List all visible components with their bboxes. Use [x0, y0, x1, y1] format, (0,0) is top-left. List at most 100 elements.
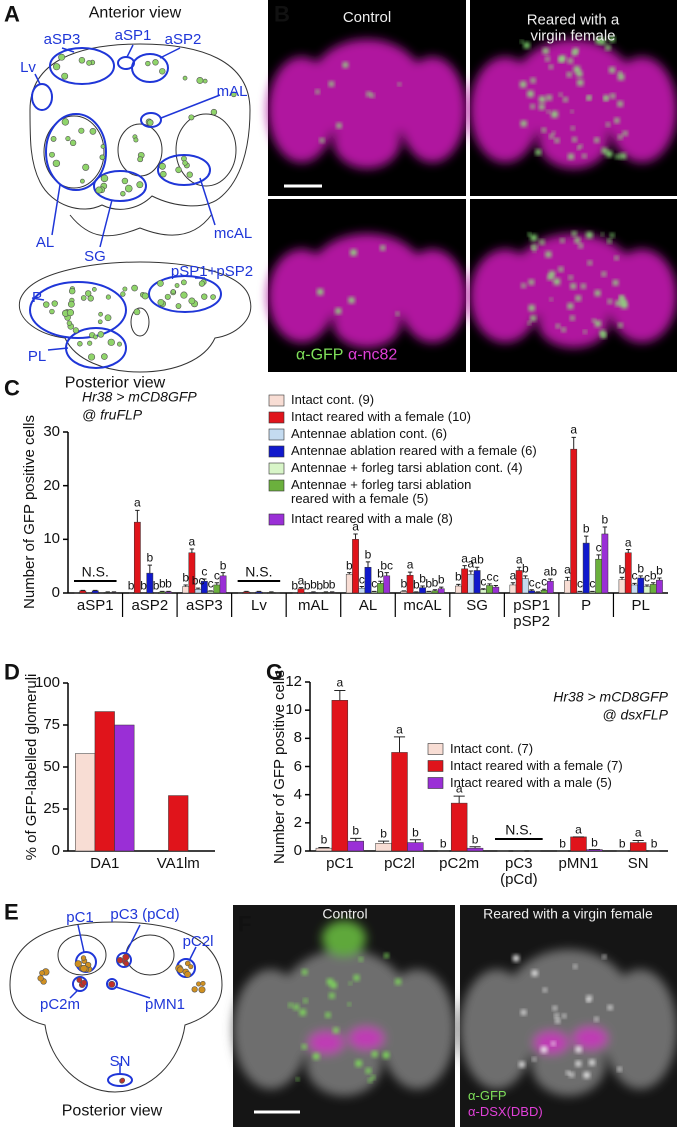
cell-dot — [95, 186, 103, 194]
bar — [631, 584, 638, 594]
image-blob — [572, 1027, 608, 1050]
cell-dot — [180, 291, 188, 299]
significance-letter: a — [461, 551, 468, 566]
bar — [589, 591, 596, 594]
bar — [534, 592, 542, 594]
legend-swatch — [268, 394, 285, 407]
significance-letter: b — [158, 576, 166, 591]
region-label: Lv — [20, 59, 36, 77]
image-dot — [578, 243, 584, 249]
significance-letter: b — [303, 578, 311, 593]
significance-letter: a — [188, 534, 196, 549]
cell-dot — [159, 68, 166, 75]
bar — [400, 591, 408, 594]
image-dot — [580, 283, 586, 289]
cell-dot — [122, 286, 128, 292]
cell-dot — [182, 160, 188, 166]
bar — [509, 584, 517, 594]
bar — [375, 843, 392, 852]
bar — [243, 591, 250, 594]
image-dot — [566, 72, 572, 78]
image-dot — [570, 109, 574, 114]
cell-dot — [198, 986, 206, 994]
image-dot — [575, 295, 582, 302]
view-title: Anterior view — [88, 4, 182, 22]
significance-letter: b — [649, 568, 657, 583]
error-bar — [571, 436, 576, 450]
image-dot — [568, 275, 573, 280]
significance-letter: b — [637, 561, 645, 576]
cell-dot — [157, 280, 164, 287]
bar — [649, 584, 657, 594]
image-dot — [542, 47, 549, 55]
significance-letter: b — [345, 558, 353, 572]
x-tick-label: aSP2 — [131, 597, 169, 614]
image-dot — [521, 283, 526, 288]
cell-dot — [67, 300, 75, 308]
y-axis-label: Number of GFP positive cells — [271, 670, 289, 864]
image-dot — [560, 238, 565, 243]
image-dot — [301, 1044, 307, 1050]
image-content — [268, 39, 466, 169]
image-dot — [602, 954, 607, 959]
cell-dot — [191, 986, 198, 993]
image-blob — [333, 113, 401, 169]
bar — [331, 700, 349, 852]
significance-letter: b — [601, 512, 609, 527]
cell-dot — [104, 314, 112, 322]
image-dot — [380, 245, 386, 251]
cell-dot — [201, 293, 208, 300]
image-content — [460, 949, 677, 1096]
cell-dot — [174, 283, 180, 288]
cell-dot — [91, 287, 97, 292]
error-bar — [334, 689, 346, 701]
legend-swatch — [268, 479, 285, 492]
error-bar — [577, 590, 583, 592]
cell-dot — [120, 1077, 126, 1083]
legend-label: Intact reared with a female (10) — [291, 409, 471, 424]
panel-letter: G — [266, 659, 284, 685]
image-dot — [312, 1052, 320, 1060]
significance-letter: c — [631, 568, 638, 583]
significance-letter: b — [412, 825, 419, 840]
image-dot — [563, 97, 568, 102]
error-bar — [590, 590, 595, 592]
bar — [94, 711, 115, 852]
bar — [437, 588, 445, 594]
bar — [352, 539, 359, 594]
error-bar — [105, 591, 110, 593]
significance-letter: b — [310, 577, 317, 592]
image-dot — [395, 978, 402, 985]
error-bar — [596, 554, 601, 560]
error-bar — [439, 586, 444, 589]
bar — [358, 587, 366, 594]
error-bar — [93, 589, 98, 591]
legend-swatch — [268, 411, 285, 424]
bar — [207, 591, 214, 594]
cell-dot — [120, 191, 126, 197]
significance-letter: b — [522, 561, 529, 576]
ns-label: N.S. — [81, 563, 109, 580]
image-dot — [620, 153, 627, 160]
image-dot — [594, 320, 601, 327]
cell-dot — [85, 290, 92, 297]
error-bar — [378, 580, 383, 584]
significance-letter: c — [201, 564, 208, 579]
posterior-brain-diagram — [18, 261, 252, 373]
image-dot — [520, 1009, 527, 1016]
significance-letter: a — [570, 422, 578, 437]
significance-letter: b — [328, 577, 336, 592]
significance-letter: c — [576, 576, 583, 591]
cell-dot — [175, 303, 182, 309]
bar — [601, 533, 609, 594]
stain-label: α-nc82 — [348, 346, 398, 364]
error-bar — [632, 839, 644, 843]
cell-dot — [121, 177, 129, 185]
region-label: P — [31, 289, 43, 307]
image-dot — [617, 1067, 622, 1072]
significance-letter: b — [582, 521, 590, 536]
legend-label: Intact reared with a male (5) — [450, 774, 612, 790]
error-bar — [147, 564, 152, 574]
image-dot — [594, 137, 600, 143]
